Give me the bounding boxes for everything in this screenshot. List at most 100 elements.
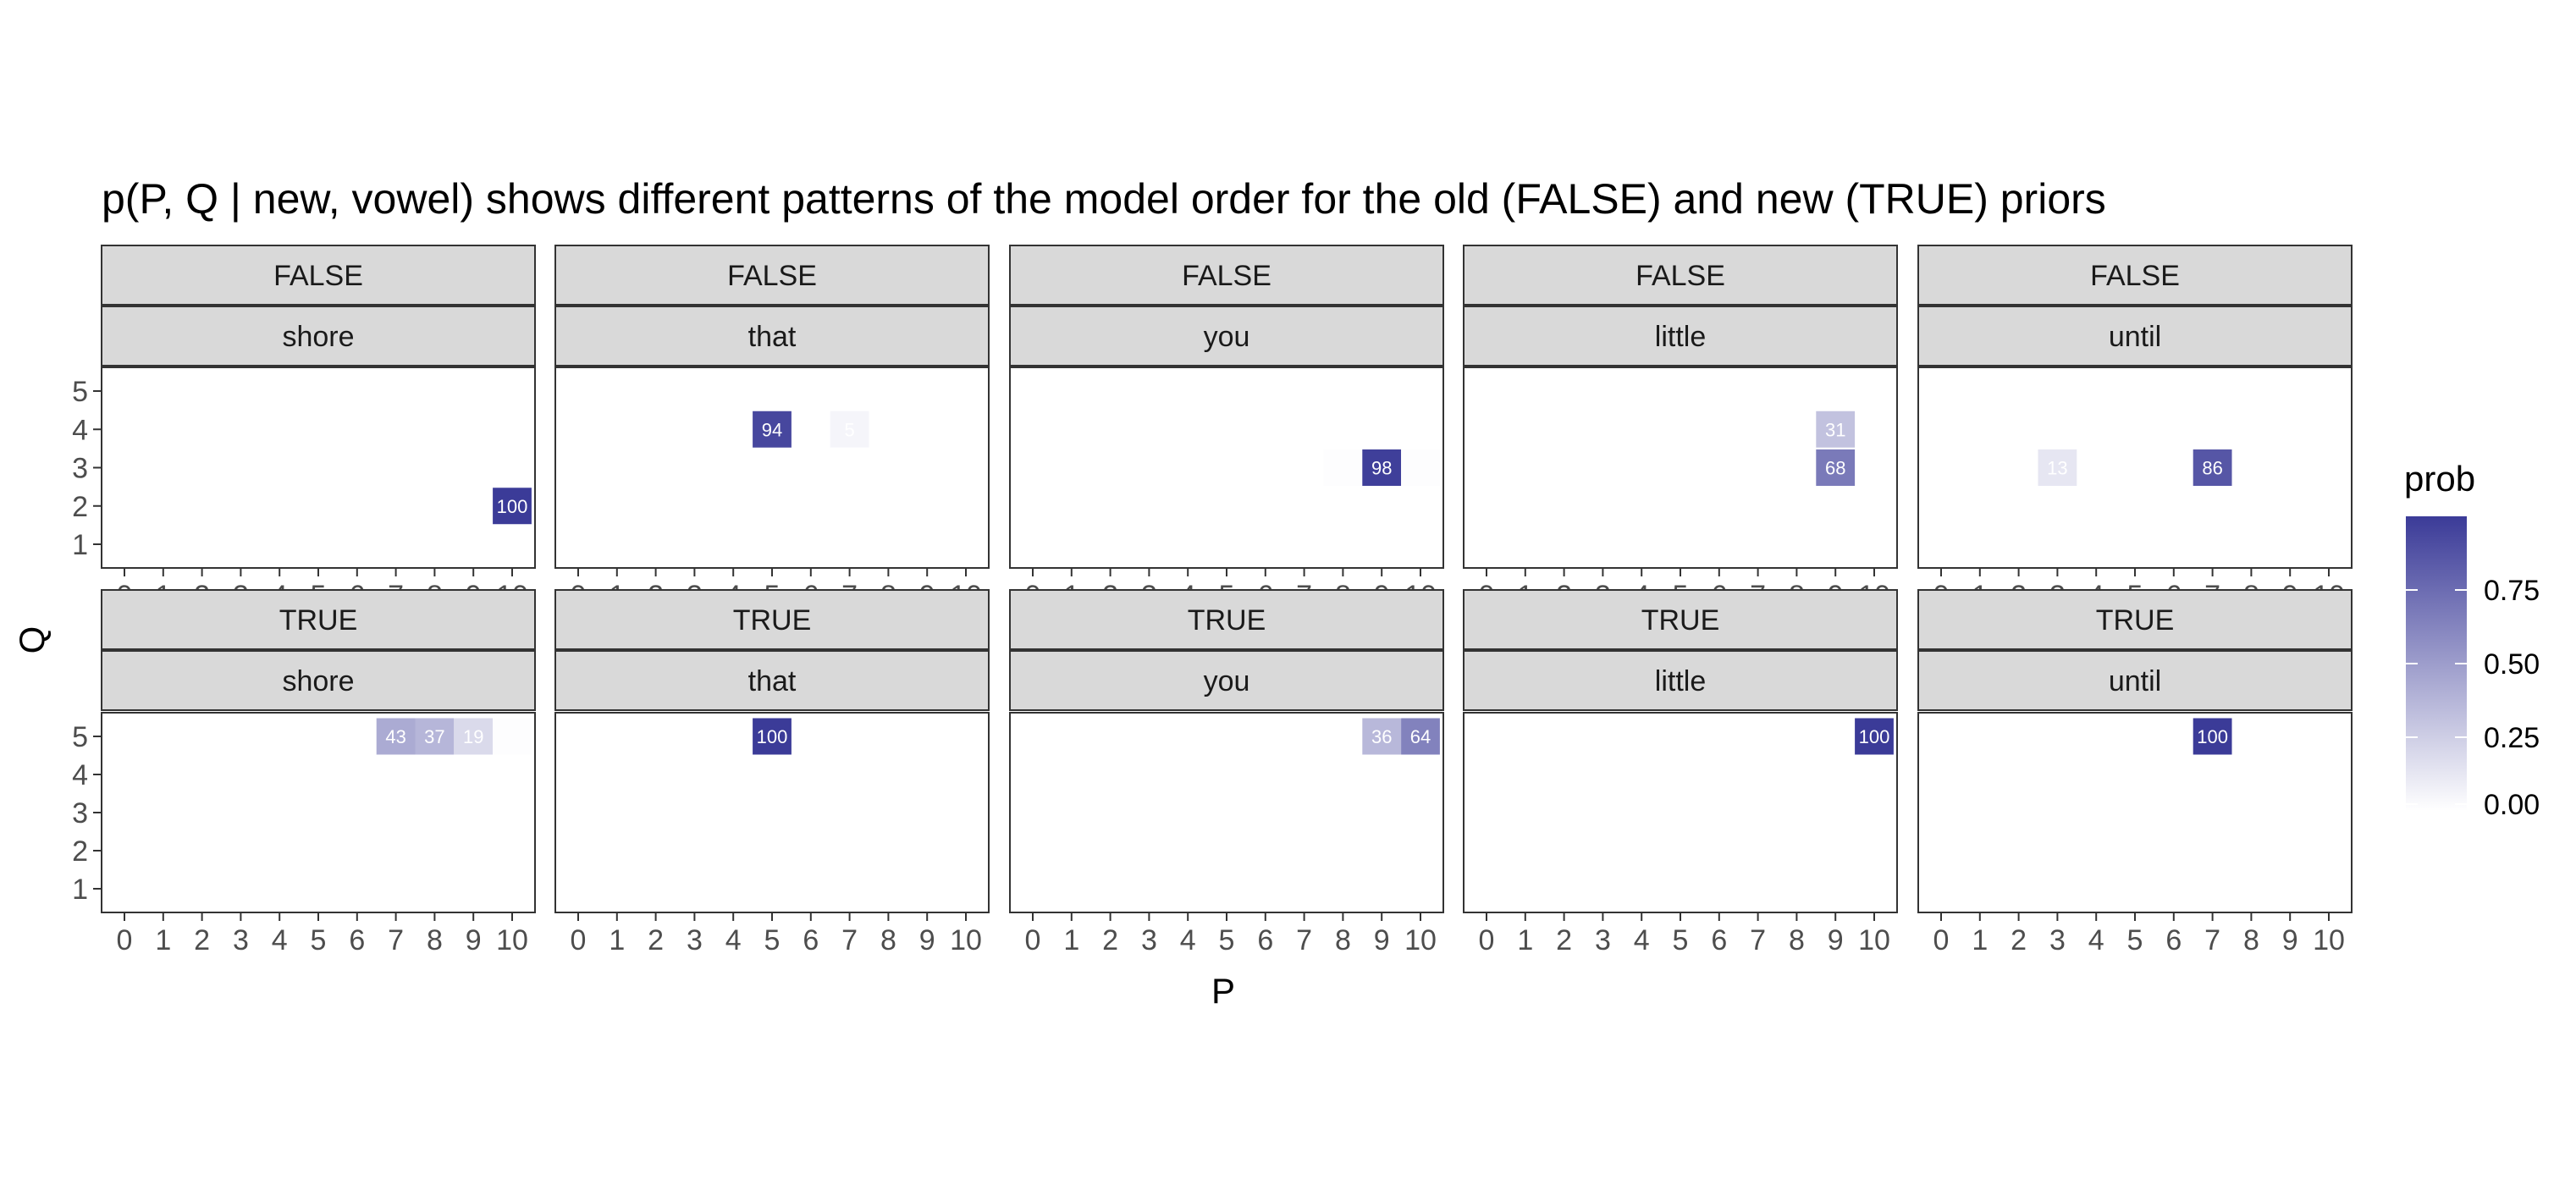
legend-title: prob (2404, 459, 2475, 499)
facet-panel: TRUE that 0 1 2 3 4 5 6 7 8 9 10 100 (554, 589, 990, 956)
x-tick-label: 10 (496, 924, 528, 956)
col-strip (1917, 650, 2353, 711)
cell-value-label: 31 (1825, 419, 1845, 440)
x-tick-label: 3 (1595, 924, 1611, 956)
col-strip-label: until (2109, 665, 2161, 697)
plot-area (1917, 367, 2353, 569)
x-tick-label: 1 (609, 924, 625, 956)
row-strip-label: FALSE (2090, 260, 2180, 292)
facet-panel: FALSElittle0123456789103168 (1463, 245, 1898, 612)
x-tick-label: 6 (2165, 924, 2182, 956)
row-strip-label: FALSE (273, 260, 363, 292)
x-tick-label: 10 (1858, 924, 1890, 956)
cell-value-label: 37 (424, 726, 444, 747)
row-strip (1463, 245, 1898, 306)
y-tick-label: 1 (72, 529, 88, 561)
row-strip (1009, 245, 1444, 306)
x-tick-label: 1 (1517, 924, 1533, 956)
legend: prob 0.00 0.25 0.50 0.75 (2404, 459, 2540, 821)
heatmap-cell (753, 718, 792, 755)
heatmap-cell (1362, 449, 1402, 486)
legend-tick-label: 0.75 (2484, 575, 2540, 607)
x-tick-label: 2 (648, 924, 664, 956)
x-tick-label: 1 (155, 924, 171, 956)
col-strip-label: little (1655, 321, 1706, 353)
row-strip (101, 589, 536, 650)
heatmap-cell (376, 718, 416, 755)
x-tick-label: 7 (2204, 924, 2220, 956)
col-strip-label: that (748, 665, 797, 697)
col-strip (1917, 306, 2353, 367)
facet-panel: FALSEshore01234567891012345100 (72, 245, 536, 612)
x-tick-label: 9 (919, 924, 935, 956)
facet-panel: FALSEyou01234567891098 (1009, 245, 1444, 612)
facet-panel: TRUE little 0 1 2 3 4 5 6 7 8 9 10 100 (1463, 589, 1898, 956)
plot-area (1463, 712, 1898, 913)
plot-area (554, 367, 990, 569)
heatmap-cell (493, 718, 532, 755)
row-strip (1917, 589, 2353, 650)
x-tick-label: 5 (311, 924, 327, 956)
x-tick-label: 5 (1673, 924, 1689, 956)
facet-panels: FALSEshore01234567891012345100FALSEthat0… (72, 245, 2353, 956)
row-strip (1009, 589, 1444, 650)
heatmap-cell (1323, 449, 1363, 486)
cell-value-label: 100 (757, 726, 788, 747)
facet-panel: TRUE you 0 1 2 3 4 5 6 7 8 9 10 36 64 (1009, 589, 1444, 956)
heatmap-cell (1401, 718, 1440, 755)
y-tick-label: 3 (72, 797, 88, 830)
col-strip (101, 650, 536, 711)
legend-tick-label: 0.50 (2484, 648, 2540, 681)
x-tick-label: 2 (1102, 924, 1118, 956)
row-strip-label: FALSE (1636, 260, 1725, 292)
x-tick-label: 9 (2282, 924, 2298, 956)
col-strip (1463, 306, 1898, 367)
heatmap-cell (454, 718, 494, 755)
row-strip-label: TRUE (1641, 604, 1720, 637)
col-strip-label: shore (282, 665, 354, 697)
row-strip-label: TRUE (733, 604, 812, 637)
cell-value-label: 98 (1371, 458, 1392, 479)
x-tick-label: 10 (2313, 924, 2345, 956)
facet-panel: FALSEuntil0123456789101386 (1917, 245, 2353, 612)
x-tick-label: 10 (1404, 924, 1437, 956)
heatmap-cell (1816, 411, 1856, 448)
y-tick-label: 5 (72, 376, 88, 408)
y-tick-label: 2 (72, 491, 88, 523)
heatmap-cell (2038, 449, 2077, 486)
col-strip-label: shore (282, 321, 354, 353)
x-tick-label: 6 (803, 924, 819, 956)
heatmap-cell (753, 411, 792, 448)
x-tick-label: 4 (272, 924, 288, 956)
row-strip-label: TRUE (1188, 604, 1266, 637)
x-tick-label: 5 (764, 924, 781, 956)
x-tick-label: 3 (233, 924, 249, 956)
heatmap-cell (1401, 449, 1440, 486)
legend-ticks: 0.00 0.25 0.50 0.75 (2406, 575, 2540, 821)
cell-value-label: 94 (762, 419, 782, 440)
legend-tick-label: 0.25 (2484, 722, 2540, 754)
cell-value-label: 100 (2197, 726, 2228, 747)
col-strip-label: you (1204, 321, 1250, 353)
x-tick-label: 5 (2127, 924, 2143, 956)
x-tick-label: 4 (725, 924, 742, 956)
x-tick-label: 0 (1933, 924, 1950, 956)
x-tick-label: 9 (1374, 924, 1390, 956)
col-strip (554, 306, 990, 367)
x-tick-label: 3 (2049, 924, 2066, 956)
col-strip (1009, 306, 1444, 367)
col-strip-label: until (2109, 321, 2161, 353)
heatmap-cell (2193, 718, 2232, 755)
col-strip (101, 306, 536, 367)
x-tick-label: 7 (1296, 924, 1312, 956)
heatmap-cell (830, 411, 869, 448)
col-strip-label: you (1204, 665, 1250, 697)
col-strip (1463, 650, 1898, 711)
col-strip (554, 650, 990, 711)
heatmap-cell (1816, 449, 1856, 486)
row-strip (101, 245, 536, 306)
col-strip-label: little (1655, 665, 1706, 697)
x-tick-label: 4 (1634, 924, 1650, 956)
x-axis-title: P (1211, 971, 1235, 1011)
cell-value-label: 43 (385, 726, 405, 747)
